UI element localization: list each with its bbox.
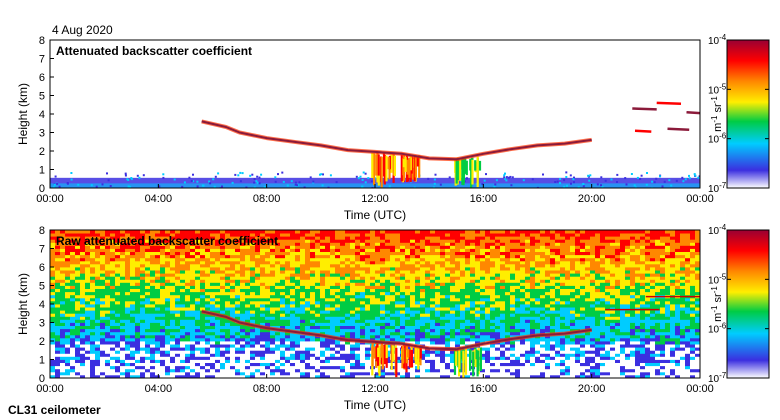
colorbar-tick-label: 10-6 [708, 322, 727, 336]
y-tick-label: 1 [39, 355, 45, 367]
colorbar-tick-label: 10-5 [708, 82, 727, 96]
y-axis-label: Height (km) [16, 273, 30, 335]
colorbar-tick-label: 10-4 [708, 223, 727, 237]
aerosol-layer [201, 120, 592, 161]
instrument-label: CL31 ceilometer [8, 403, 101, 417]
colorbar-tick-label: 10-5 [708, 272, 727, 286]
panel-2: Raw attenuated backscatter coefficient 0 1… [16, 223, 770, 412]
x-tick-label: 16:00 [470, 193, 498, 205]
y-tick-label: 3 [39, 128, 45, 140]
colorbar [726, 39, 770, 189]
x-tick-label: 20:00 [578, 193, 606, 205]
colorbar-unit-label: m-1 sr-1 [710, 286, 724, 322]
colorbar-unit-label: m-1 sr-1 [710, 96, 724, 132]
y-tick-label: 1 [39, 165, 45, 177]
y-tick-label: 6 [39, 262, 45, 274]
cloud-fragment [634, 129, 652, 133]
y-tick-label: 8 [39, 35, 45, 47]
x-tick-label: 00:00 [36, 193, 64, 205]
x-tick-label: 08:00 [253, 193, 281, 205]
x-axis-label: Time (UTC) [344, 208, 406, 222]
y-tick-label: 5 [39, 91, 45, 103]
y-tick-label: 7 [39, 244, 45, 256]
colorbar-tick-label: 10-7 [708, 181, 727, 195]
colorbar-tick-label: 10-6 [708, 132, 727, 146]
date-label: 4 Aug 2020 [52, 23, 113, 37]
y-tick-label: 2 [39, 336, 45, 348]
backscatter-field [50, 230, 700, 378]
x-axis-label: Time (UTC) [344, 398, 406, 412]
y-tick-label: 8 [39, 225, 45, 237]
y-tick-label: 3 [39, 318, 45, 330]
y-tick-label: 7 [39, 54, 45, 66]
colorbar-tick-label: 10-4 [708, 33, 727, 47]
x-tick-label: 04:00 [145, 193, 173, 205]
y-tick-label: 5 [39, 281, 45, 293]
cloud-fragment [632, 107, 657, 111]
y-tick-label: 6 [39, 72, 45, 84]
x-tick-label: 04:00 [145, 383, 173, 395]
colorbar-tick-label: 10-7 [708, 371, 727, 385]
x-tick-label: 20:00 [578, 383, 606, 395]
panel-title: Raw attenuated backscatter coefficient [56, 234, 278, 248]
y-tick-label: 4 [39, 109, 45, 121]
x-tick-label: 00:00 [686, 193, 714, 205]
y-axis-label: Height (km) [16, 83, 30, 145]
x-tick-label: 12:00 [361, 193, 389, 205]
x-tick-label: 16:00 [470, 383, 498, 395]
x-tick-label: 08:00 [253, 383, 281, 395]
y-tick-label: 0 [39, 373, 45, 385]
panel-1: Attenuated backscatter coefficient 0 1 2 3 4 5… [16, 33, 770, 222]
panel-title: Attenuated backscatter coefficient [56, 44, 252, 58]
cloud-fragment [656, 101, 682, 106]
cloud-fragment [667, 127, 690, 131]
y-tick-label: 4 [39, 299, 45, 311]
y-tick-label: 2 [39, 146, 45, 158]
x-tick-label: 00:00 [686, 383, 714, 395]
y-tick-label: 0 [39, 183, 45, 195]
x-tick-label: 12:00 [361, 383, 389, 395]
x-tick-label: 00:00 [36, 383, 64, 395]
cloud-fragment [686, 110, 700, 115]
colorbar [726, 229, 770, 379]
aerosol-layer [201, 310, 592, 351]
